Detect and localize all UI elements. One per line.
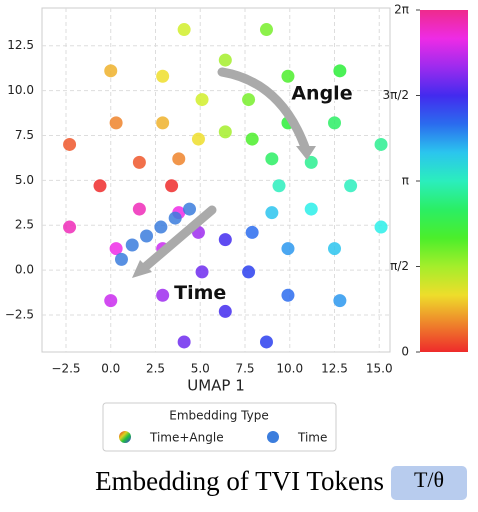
point (132, 202, 146, 216)
colorbar-tick-label: 0 (401, 345, 409, 359)
point (304, 155, 318, 169)
point (109, 242, 123, 256)
point (281, 69, 295, 83)
point (304, 202, 318, 216)
y-tick-label: 2.5 (15, 218, 34, 232)
caption-symbol: T/θ (414, 467, 444, 492)
point (93, 179, 107, 193)
point (177, 335, 191, 349)
caption-symbol-box (391, 466, 467, 500)
point (191, 132, 205, 146)
y-tick-label: 12.5 (7, 38, 34, 52)
point (328, 242, 342, 256)
point (140, 229, 154, 243)
point (374, 137, 388, 151)
annotation: Angle (291, 83, 352, 105)
legend-title: Embedding Type (169, 409, 268, 423)
point (374, 220, 388, 234)
y-tick-label: 10.0 (7, 83, 34, 97)
point (63, 220, 77, 234)
point (168, 211, 182, 225)
caption: Embedding of TVI Tokens (95, 466, 384, 496)
point (242, 93, 256, 107)
point (114, 252, 128, 266)
point (265, 206, 279, 220)
point (333, 294, 347, 308)
point (259, 23, 273, 37)
point (218, 304, 232, 318)
point (272, 179, 286, 193)
y-tick-label: −2.5 (5, 308, 34, 322)
point (183, 202, 197, 216)
point (328, 116, 342, 130)
point (132, 155, 146, 169)
y-tick-label: 0.0 (15, 263, 34, 277)
angle-arrow (217, 67, 311, 155)
point (177, 23, 191, 37)
point (281, 242, 295, 256)
point (165, 179, 179, 193)
point (109, 116, 123, 130)
point (63, 137, 77, 151)
point (125, 238, 139, 252)
time-arrow (139, 205, 217, 273)
x-tick-label: −2.5 (51, 362, 80, 376)
point (281, 288, 295, 302)
colorbar-tick-label: 2π (394, 3, 409, 17)
point (259, 335, 273, 349)
point (218, 53, 232, 67)
point (245, 225, 259, 239)
point (344, 179, 358, 193)
x-tick-label: 10.0 (276, 362, 303, 376)
legend-swatch (119, 431, 131, 443)
y-tick-label: 7.5 (15, 128, 34, 142)
point (104, 64, 118, 78)
x-tick-label: 0.0 (101, 362, 120, 376)
point (154, 220, 168, 234)
point (218, 125, 232, 139)
point (195, 93, 209, 107)
point (245, 132, 259, 146)
point (172, 152, 186, 166)
point (195, 265, 209, 279)
time-arrow-head (132, 260, 152, 278)
point (333, 64, 347, 78)
point (218, 233, 232, 247)
x-tick-label: 15.0 (366, 362, 393, 376)
legend-swatch (267, 431, 279, 443)
colorbar-tick-label: π (402, 174, 409, 188)
point (242, 265, 256, 279)
x-tick-label: 5.0 (191, 362, 210, 376)
legend-label: Time+Angle (149, 431, 224, 445)
point (104, 294, 118, 308)
x-tick-label: 7.5 (235, 362, 254, 376)
point (265, 152, 279, 166)
x-axis-label: UMAP 1 (187, 377, 245, 395)
legend-label: Time (297, 431, 327, 445)
annotation: Time (174, 282, 226, 304)
point (156, 288, 170, 302)
point (156, 69, 170, 83)
colorbar (420, 10, 468, 352)
colorbar-tick-label: π/2 (390, 259, 409, 273)
x-tick-label: 2.5 (146, 362, 165, 376)
point (156, 116, 170, 130)
colorbar-tick-label: 3π/2 (382, 88, 409, 102)
angle-arrow-head (296, 146, 316, 160)
x-tick-label: 12.5 (321, 362, 348, 376)
y-tick-label: 5.0 (15, 173, 34, 187)
